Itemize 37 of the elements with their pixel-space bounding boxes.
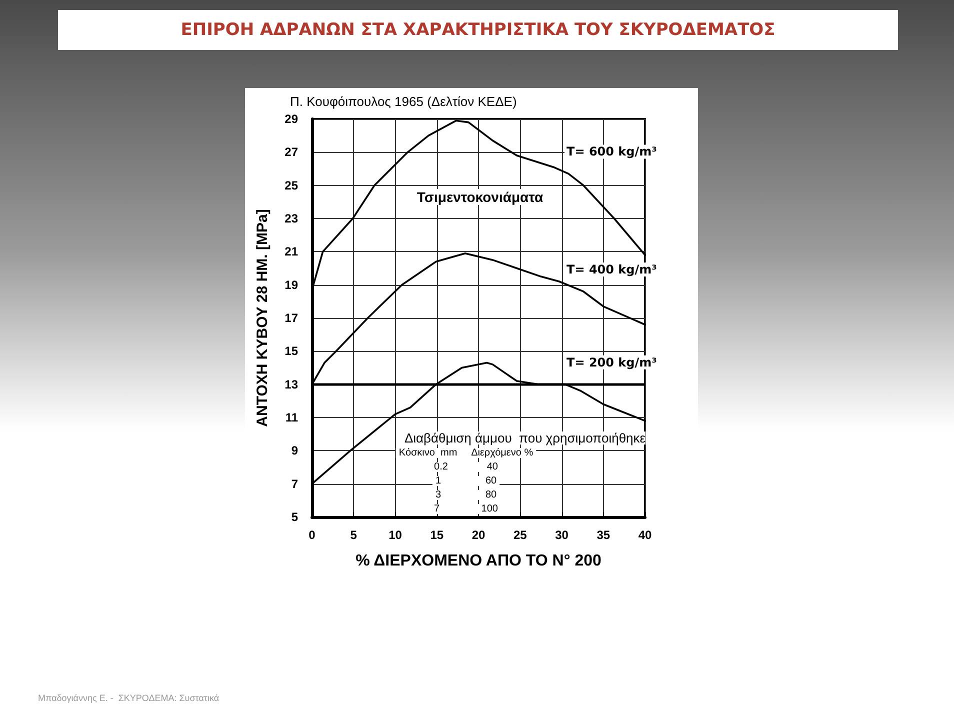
annotation: Κόσκινο mm Διερχόμενο % [398,448,534,458]
series-label: T= 200 kg/m³ [566,355,657,370]
x-tick-label: 10 [388,528,402,542]
y-tick-label: 23 [284,212,298,226]
series-label: T= 600 kg/m³ [566,144,657,159]
annotation: Διαβάθμιση άμμου που χρησιμοποιήθηκε [404,430,646,446]
chart-subtitle: Π. Κουφόιπουλος 1965 (Δελτίον ΚΕΔΕ) [290,94,517,109]
text: Μπαδογιάννης Ε. - ΣΚΥΡΟΔΕΜΑ: Συστατικά [38,693,220,703]
x-tick-label: 40 [638,528,652,542]
y-tick-label: 5 [291,510,298,524]
y-tick-label: 21 [284,244,298,259]
y-tick-label: 19 [284,278,298,292]
x-tick-label: 0 [308,528,316,542]
y-tick-label: 13 [284,377,298,392]
y-tick-label: 15 [284,344,298,358]
y-tick-label: 17 [284,311,298,325]
series-label: T= 400 kg/m³ [566,262,657,276]
y-tick-label: 11 [285,410,298,424]
x-tick-label: 30 [555,528,569,542]
y-tick-label: 7 [291,476,298,491]
x-tick-label: 35 [596,528,610,542]
annotation: Τσιμεντοκονιάματα [416,189,544,205]
y-tick-label: 25 [284,178,298,192]
y-tick-label: 29 [284,112,298,126]
annotation: 7 100 [434,504,498,514]
annotation: 1 60 [435,476,498,486]
y-tick-label: 9 [291,444,298,458]
annotation: 3 80 [435,490,498,500]
x-tick-label: 15 [430,528,444,542]
annotation: 0.2 40 [434,462,498,472]
x-tick-label: 25 [513,528,528,542]
x-tick-label: 20 [472,528,486,542]
y-axis-title: ΑΝΤΟΧΗ ΚΥΒΟΥ 28 ΗΜ. [MPa] [254,209,271,427]
y-tick-label: 27 [284,145,298,160]
x-axis-title: % ΔΙΕΡΧΟΜΕΝΟ ΑΠΟ ΤΟ Ν° 200 [356,552,602,570]
x-tick-label: 5 [350,528,358,542]
chart-title: ΕΠΙΡΟΗ ΑΔΡΑΝΩΝ ΣΤΑ ΧΑΡΑΚΤΗΡΙΣΤΙΚΑ ΤΟΥ ΣΚΥΡΟΔΕΜΑΤΟΣ [58,10,898,50]
